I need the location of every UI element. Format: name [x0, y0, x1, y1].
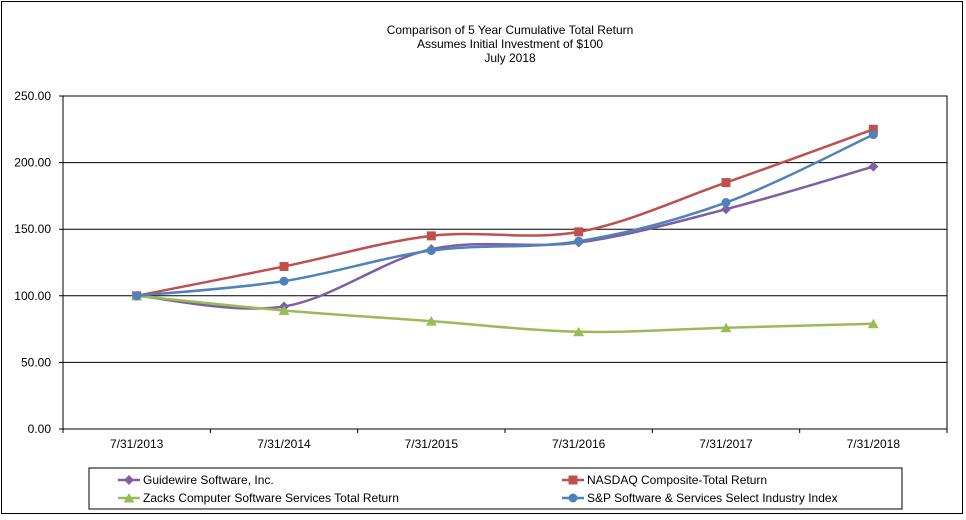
x-tick-label: 7/31/2015: [405, 437, 459, 451]
x-tick-label: 7/31/2018: [847, 437, 901, 451]
x-tick-label: 7/31/2016: [552, 437, 606, 451]
legend-item: NASDAQ Composite-Total Return: [562, 473, 767, 487]
chart-title-line: Comparison of 5 Year Cumulative Total Re…: [387, 23, 634, 37]
circle-marker: [279, 276, 289, 286]
legend-label: Guidewire Software, Inc.: [143, 473, 274, 487]
y-tick-label: 150.00: [14, 222, 51, 236]
triangle-marker: [123, 493, 135, 503]
square-marker: [426, 231, 436, 241]
y-tick-label: 100.00: [14, 289, 51, 303]
square-marker: [868, 124, 878, 134]
legend-label: NASDAQ Composite-Total Return: [587, 473, 767, 487]
triangle-marker: [867, 318, 879, 329]
series-line: [136, 294, 874, 334]
y-tick-label: 50.00: [21, 355, 51, 369]
square-marker: [279, 261, 289, 271]
series-1: [132, 124, 878, 301]
x-tick-label: 7/31/2017: [699, 437, 753, 451]
legend-label: Zacks Computer Software Services Total R…: [143, 491, 399, 505]
diamond-marker: [868, 161, 879, 172]
circle-marker: [721, 198, 731, 208]
circle-marker: [426, 246, 436, 256]
circle-marker: [574, 236, 584, 246]
circle-marker: [132, 291, 142, 301]
x-tick-label: 7/31/2014: [257, 437, 311, 451]
diamond-marker: [721, 204, 731, 215]
circle-marker: [868, 130, 878, 140]
y-tick-label: 0.00: [28, 422, 52, 436]
y-tick-label: 200.00: [14, 156, 51, 170]
legend-box: [88, 467, 903, 510]
legend-item: Zacks Computer Software Services Total R…: [118, 491, 399, 505]
series-2: [131, 290, 879, 337]
chart-title-line: July 2018: [484, 51, 536, 65]
series-line: [136, 128, 874, 298]
series-line: [136, 133, 874, 298]
triangle-marker: [425, 316, 437, 326]
triangle-marker: [573, 326, 585, 337]
legend-item: Guidewire Software, Inc.: [118, 473, 274, 487]
triangle-marker: [278, 305, 290, 315]
x-tick-label: 7/31/2013: [110, 437, 164, 451]
legend-item: S&P Software & Services Select Industry …: [562, 491, 838, 505]
series-3: [132, 130, 878, 301]
diamond-marker: [124, 475, 134, 485]
legend-label: S&P Software & Services Select Industry …: [587, 491, 838, 505]
y-tick-label: 250.00: [14, 89, 51, 103]
triangle-marker: [720, 322, 732, 333]
square-marker: [574, 227, 584, 237]
square-marker: [721, 178, 731, 188]
square-marker: [568, 475, 578, 485]
circle-marker: [568, 493, 578, 503]
series-0: [131, 161, 879, 312]
chart-title-line: Assumes Initial Investment of $100: [417, 37, 603, 51]
plot-area: [62, 95, 948, 430]
